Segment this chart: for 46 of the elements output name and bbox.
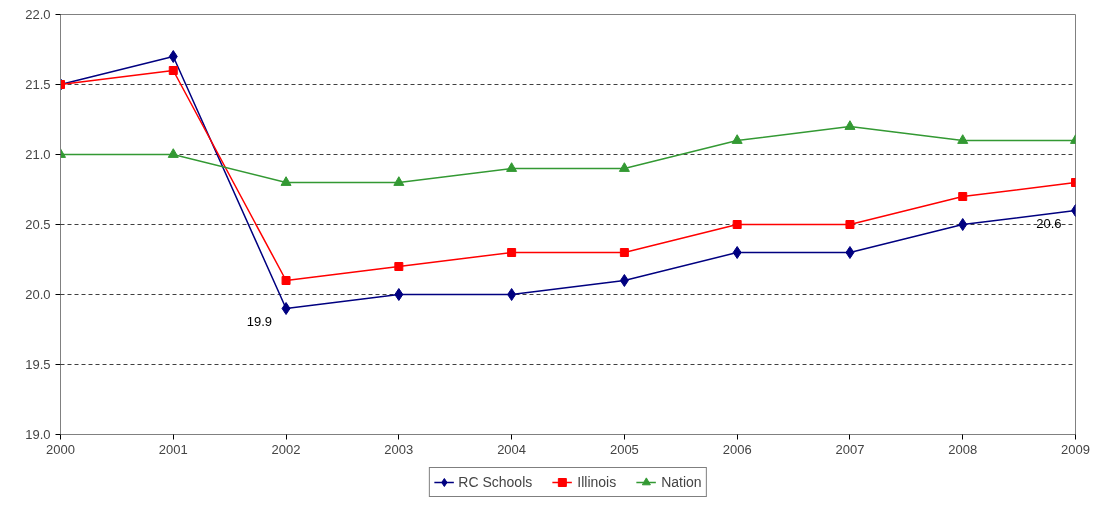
point <box>732 246 742 259</box>
point <box>393 176 405 186</box>
x-tick-label: 2008 <box>948 441 978 457</box>
point <box>845 220 855 229</box>
data-label: 20.6 <box>1036 215 1062 231</box>
point <box>845 246 855 259</box>
point <box>958 192 968 201</box>
data-label: 19.9 <box>246 313 273 329</box>
x-tick-label: 2001 <box>158 441 188 457</box>
point <box>619 248 629 257</box>
x-tick-label: 2005 <box>609 441 639 457</box>
x-tick-label: 2007 <box>835 441 865 457</box>
point <box>280 176 292 186</box>
y-tick-label: 20.5 <box>25 217 51 232</box>
y-tick-label: 19.0 <box>25 427 51 442</box>
point <box>394 262 404 271</box>
point <box>167 148 179 158</box>
x-tick-label: 2006 <box>722 441 752 457</box>
point <box>958 218 968 231</box>
point <box>732 220 742 229</box>
point <box>731 134 743 144</box>
y-tick-label: 21.0 <box>25 147 51 162</box>
legend-label: RC Schools <box>458 474 533 490</box>
x-tick-label: 2003 <box>384 441 414 457</box>
point <box>168 66 178 75</box>
point <box>507 288 517 301</box>
point <box>168 50 178 63</box>
legend-label: Illinois <box>577 474 617 490</box>
point <box>618 162 630 172</box>
y-tick-label: 21.5 <box>25 77 51 92</box>
point <box>957 134 969 144</box>
x-tick-label: 2004 <box>497 441 527 457</box>
x-tick-label: 2009 <box>1061 441 1090 457</box>
y-tick-label: 22.0 <box>25 7 51 22</box>
point <box>281 302 291 315</box>
y-tick-label: 19.5 <box>25 357 51 372</box>
x-tick-label: 2000 <box>46 441 75 457</box>
point <box>619 274 629 287</box>
point <box>506 162 518 172</box>
legend-label: Nation <box>661 474 702 490</box>
point <box>507 248 517 257</box>
point <box>281 276 291 285</box>
x-tick-label: 2002 <box>271 441 301 457</box>
point <box>844 120 856 130</box>
point <box>394 288 404 301</box>
y-tick-label: 20.0 <box>25 287 51 302</box>
